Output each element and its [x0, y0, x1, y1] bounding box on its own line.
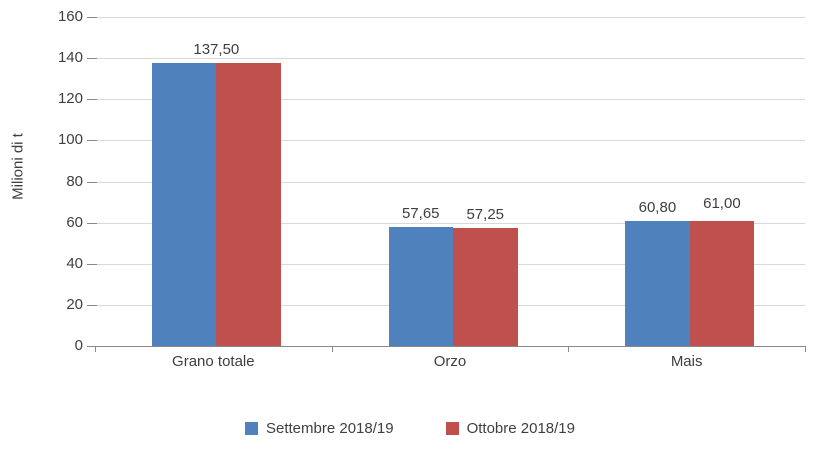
y-tick-label: 140	[57, 49, 83, 67]
legend-item: Settembre 2018/19	[244, 420, 394, 437]
x-category-label: Grano totale	[172, 353, 255, 370]
y-axis-tick	[87, 263, 97, 265]
legend-label: Ottobre 2018/19	[466, 420, 575, 437]
y-axis-tick	[87, 181, 97, 183]
y-tick-label: 40	[66, 254, 83, 272]
bar-settembre	[625, 220, 690, 346]
legend-swatch-icon	[445, 422, 459, 435]
bar-ottobre	[216, 63, 281, 346]
y-tick-label: 100	[57, 131, 83, 149]
y-axis-tick	[87, 304, 97, 306]
y-axis-tick	[87, 222, 97, 224]
y-axis-tick	[87, 99, 97, 101]
y-axis-tick	[87, 346, 97, 347]
y-axis-tick	[87, 140, 97, 142]
x-category-label: Mais	[670, 353, 703, 370]
x-axis-tick	[95, 347, 96, 352]
bar-ottobre	[453, 228, 518, 346]
x-axis-tick	[805, 347, 806, 352]
y-tick-label: 20	[66, 295, 83, 313]
gridline	[95, 99, 805, 101]
x-axis-line	[95, 346, 806, 347]
x-axis-tick	[568, 347, 570, 352]
gridline	[95, 181, 805, 183]
gridline	[95, 17, 805, 18]
y-tick-label: 160	[57, 8, 83, 25]
data-label: 60,80	[638, 198, 677, 216]
data-label: 61,00	[703, 194, 741, 212]
x-category-label: Orzo	[433, 353, 467, 370]
y-tick-label: 80	[66, 172, 83, 190]
y-axis-title: Milioni di t	[9, 133, 27, 200]
gridline	[95, 140, 805, 142]
legend-label: Settembre 2018/19	[265, 420, 394, 437]
bar-settembre	[151, 63, 217, 346]
legend-item: Ottobre 2018/19	[445, 420, 575, 437]
bar-settembre	[388, 227, 453, 346]
gridline	[95, 58, 805, 60]
bar-ottobre	[689, 220, 755, 346]
y-tick-label: 0	[74, 337, 83, 354]
gridline	[95, 222, 805, 224]
data-label: 57,25	[466, 206, 505, 224]
legend-swatch-icon	[244, 422, 258, 435]
y-axis-tick	[87, 58, 97, 60]
y-tick-label: 120	[57, 90, 83, 108]
data-label: 137,50	[193, 41, 240, 59]
x-axis-tick	[331, 347, 333, 352]
legend: Settembre 2018/19 Ottobre 2018/19	[0, 420, 820, 437]
data-label: 57,65	[401, 205, 440, 223]
y-axis-tick	[87, 17, 97, 18]
y-tick-label: 60	[66, 213, 83, 231]
